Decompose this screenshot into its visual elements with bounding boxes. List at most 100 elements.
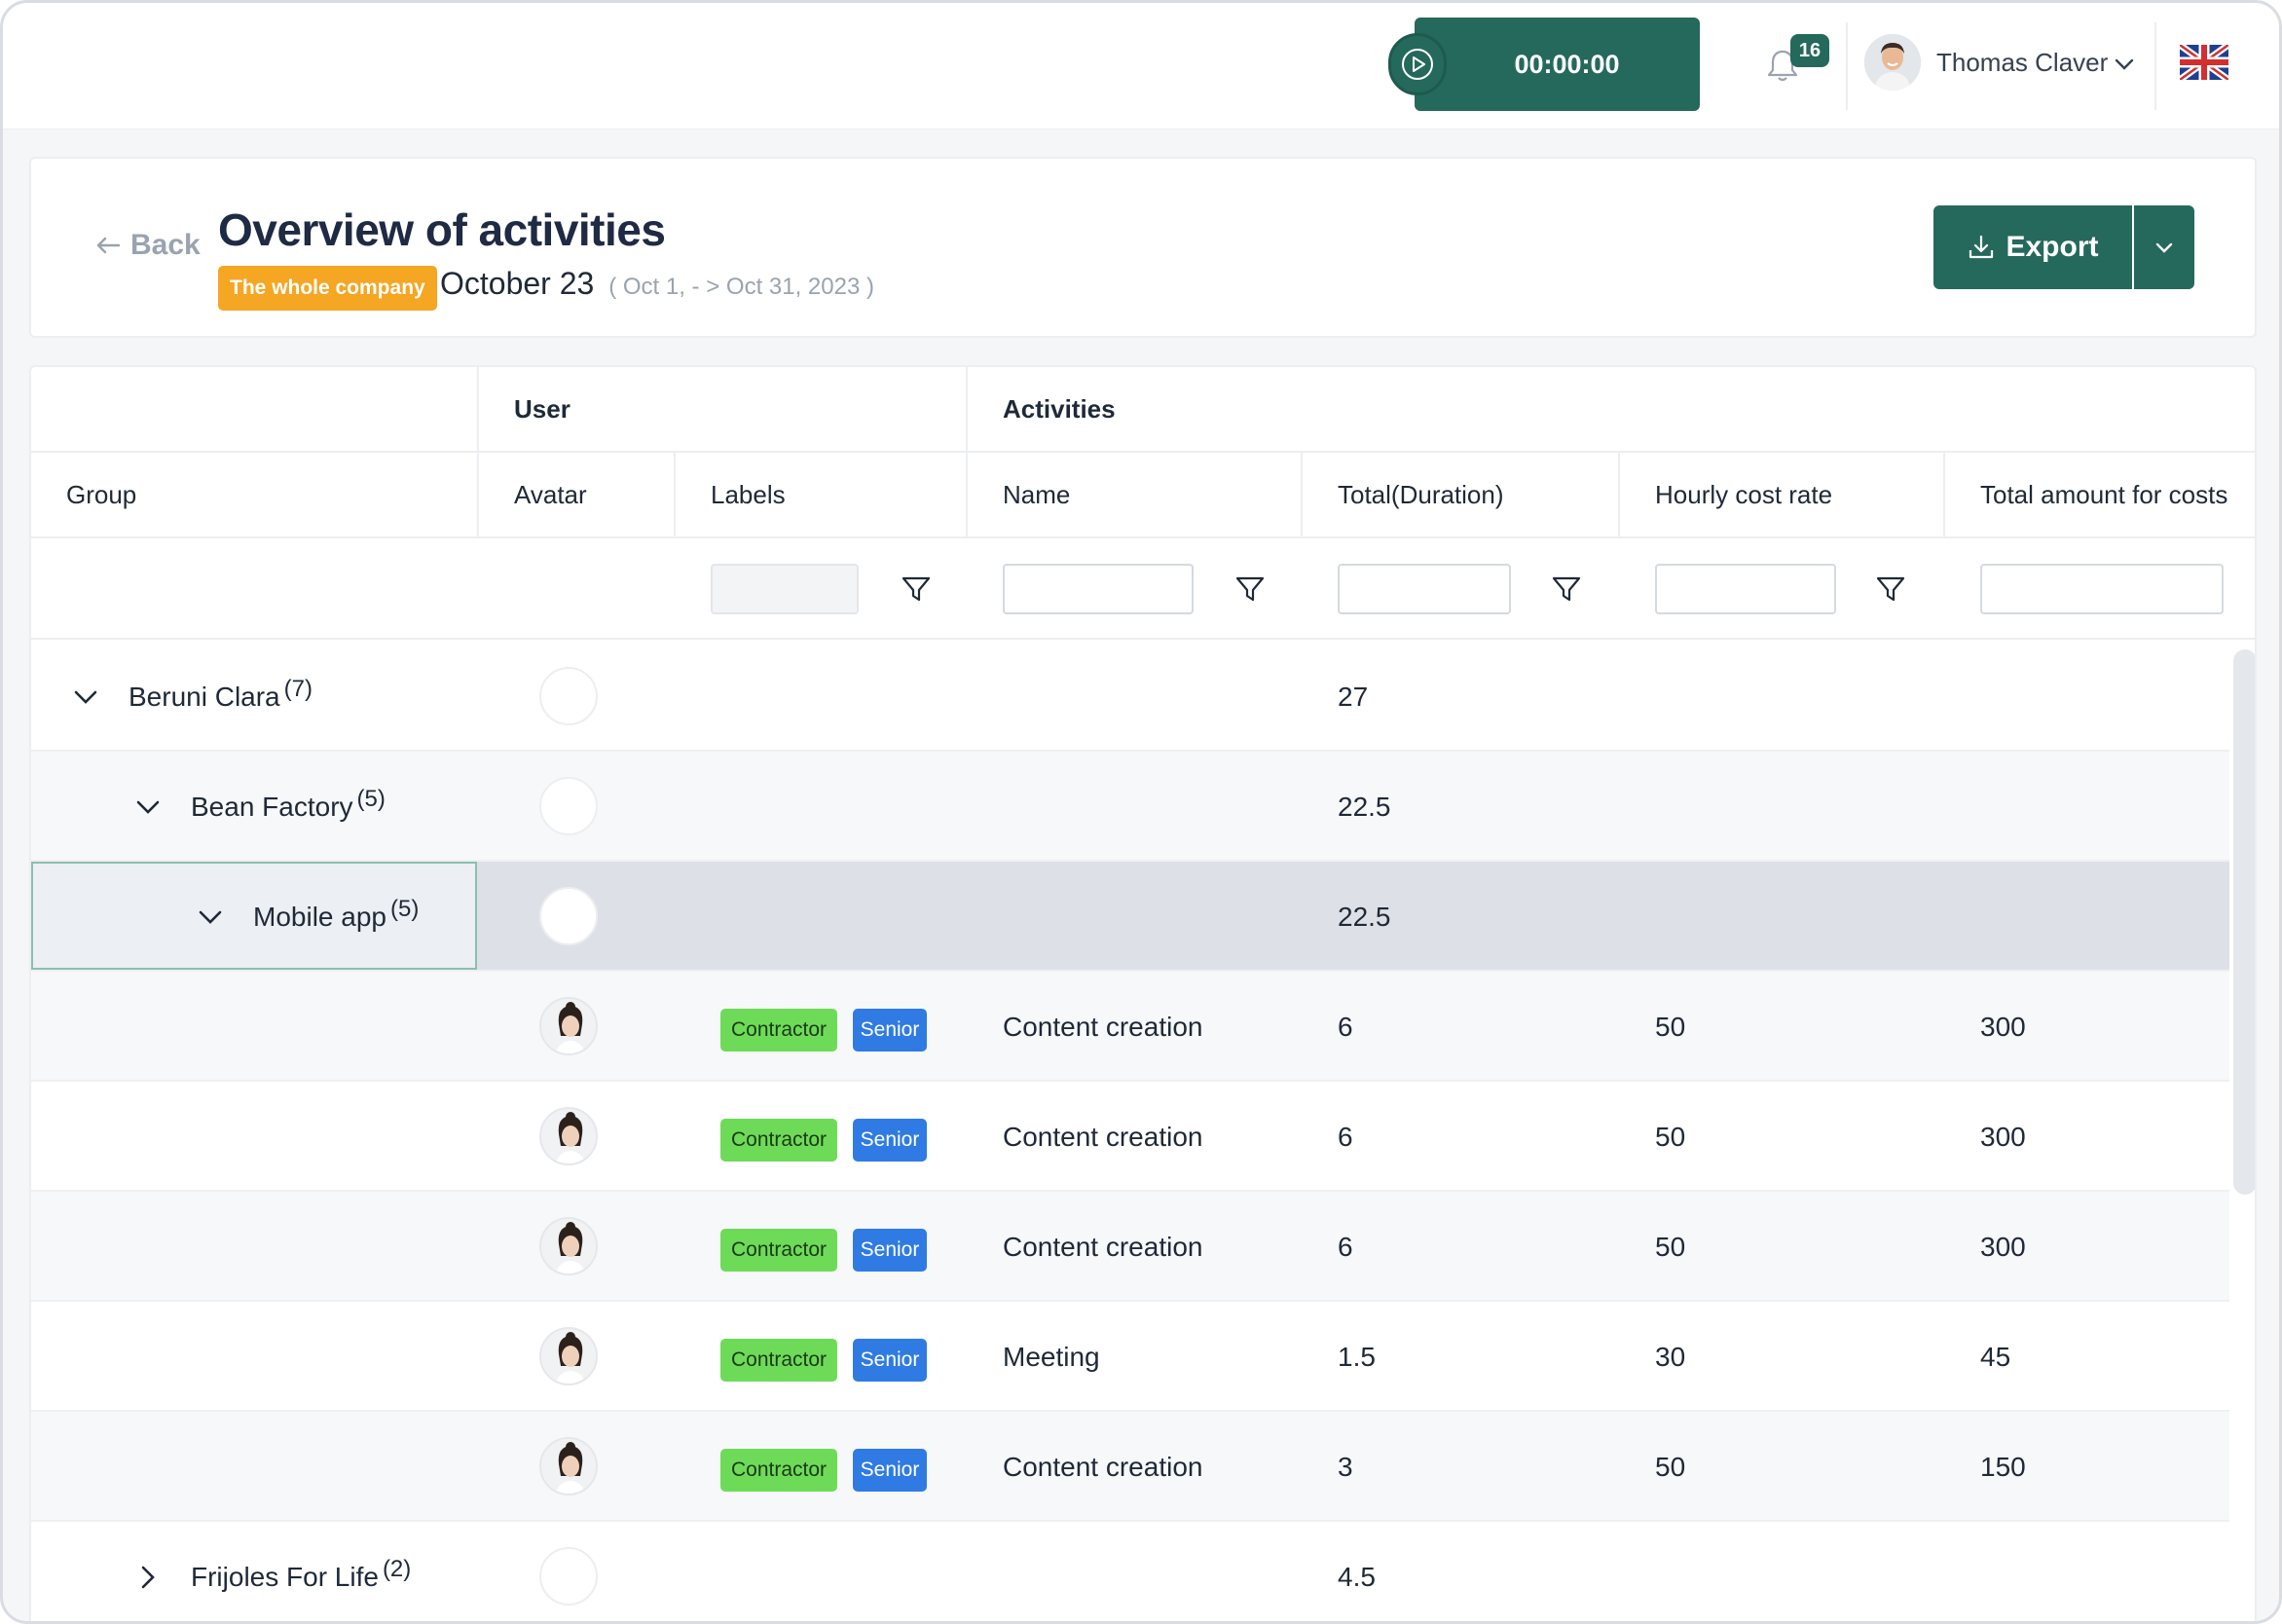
name-filter-input[interactable] xyxy=(1003,564,1194,614)
selected-cell-outline xyxy=(31,862,477,970)
person-photo-icon xyxy=(541,1329,596,1384)
group-row[interactable]: Beruni Clara (7) 27 xyxy=(31,642,2229,752)
group-count: (2) xyxy=(382,1555,412,1582)
activity-name: Content creation xyxy=(1003,1231,1203,1262)
duration-value: 3 xyxy=(1338,1451,1353,1482)
duration-value: 6 xyxy=(1338,1121,1353,1152)
export-button[interactable]: Export xyxy=(1933,205,2132,289)
page-title: Overview of activities xyxy=(218,204,666,255)
group-count: (5) xyxy=(356,785,386,812)
table-row[interactable]: Contractor Senior Content creation 6 50 … xyxy=(31,972,2229,1082)
avatar xyxy=(539,1107,598,1165)
column-header-labels[interactable]: Labels xyxy=(676,453,968,538)
column-header-hourly-cost-rate[interactable]: Hourly cost rate xyxy=(1620,453,1945,538)
chevron-down-icon[interactable] xyxy=(195,902,226,933)
column-header-group[interactable]: Group xyxy=(31,453,479,538)
timer-display[interactable]: 00:00:00 xyxy=(1415,18,1700,111)
costs-filter-input[interactable] xyxy=(1980,564,2224,614)
column-header-total-costs[interactable]: Total amount for costs xyxy=(1945,453,2255,538)
group-total-duration: 22.5 xyxy=(1338,901,1391,932)
vertical-scrollbar[interactable] xyxy=(2233,649,2255,1195)
cost-value: 45 xyxy=(1980,1341,2011,1372)
group-row-selected[interactable]: Mobile app (5) 22.5 xyxy=(31,862,2229,972)
table-row[interactable]: Contractor Senior Content creation 3 50 … xyxy=(31,1412,2229,1522)
group-cell: Mobile app (5) xyxy=(195,862,419,972)
person-photo-icon xyxy=(541,1439,596,1494)
chevron-down-icon[interactable] xyxy=(70,682,101,713)
label-tag-senior: Senior xyxy=(853,1009,927,1052)
back-label: Back xyxy=(130,229,201,261)
group-name: Mobile app xyxy=(253,901,386,932)
group-row[interactable]: Bean Factory (5) 22.5 xyxy=(31,752,2229,862)
group-cell: Beruni Clara (7) xyxy=(70,642,313,752)
group-name: Frijoles For Life xyxy=(191,1561,379,1592)
group-count: (7) xyxy=(283,675,313,702)
avatar xyxy=(539,1217,598,1275)
play-icon xyxy=(1402,49,1433,80)
uk-flag-icon[interactable] xyxy=(2180,45,2228,80)
chevron-down-icon[interactable] xyxy=(2112,52,2137,77)
table-row[interactable]: Contractor Senior Content creation 6 50 … xyxy=(31,1082,2229,1192)
user-avatar[interactable] xyxy=(1864,34,1921,91)
avatar xyxy=(539,667,598,725)
header-spacer xyxy=(31,367,479,453)
group-name: Beruni Clara xyxy=(129,681,280,712)
table-row[interactable]: Contractor Senior Content creation 6 50 … xyxy=(31,1192,2229,1302)
group-total-duration: 22.5 xyxy=(1338,791,1391,822)
activity-name: Content creation xyxy=(1003,1451,1203,1482)
avatar xyxy=(539,1437,598,1495)
rate-value: 50 xyxy=(1655,1011,1686,1042)
bell-icon[interactable] xyxy=(1763,46,1802,85)
group-cell: Bean Factory (5) xyxy=(132,752,386,862)
label-tag-senior: Senior xyxy=(853,1449,927,1492)
top-bar: 00:00:00 16 Thomas Claver xyxy=(3,3,2279,129)
rate-value: 50 xyxy=(1655,1231,1686,1262)
filter-icon[interactable] xyxy=(900,572,933,606)
user-name[interactable]: Thomas Claver xyxy=(1936,48,2109,77)
column-header-name[interactable]: Name xyxy=(968,453,1303,538)
timer-play-button[interactable] xyxy=(1388,33,1447,95)
activity-name: Meeting xyxy=(1003,1341,1100,1372)
column-header-avatar[interactable]: Avatar xyxy=(479,453,676,538)
table-row[interactable]: Contractor Senior Meeting 1.5 30 45 xyxy=(31,1302,2229,1412)
group-total-duration: 27 xyxy=(1338,681,1369,712)
group-name: Bean Factory xyxy=(191,791,353,822)
chevron-down-icon[interactable] xyxy=(132,792,164,823)
cost-value: 300 xyxy=(1980,1121,2026,1152)
divider xyxy=(2154,22,2156,110)
person-photo-icon xyxy=(541,1219,596,1273)
chevron-right-icon[interactable] xyxy=(132,1562,164,1593)
back-button[interactable]: Back xyxy=(93,229,201,262)
cost-value: 300 xyxy=(1980,1011,2026,1042)
rate-filter-input[interactable] xyxy=(1655,564,1836,614)
export-label: Export xyxy=(2006,231,2099,263)
group-total-duration: 4.5 xyxy=(1338,1561,1376,1592)
rate-value: 30 xyxy=(1655,1341,1686,1372)
label-tag-contractor: Contractor xyxy=(720,1449,837,1492)
user-photo-icon xyxy=(1864,34,1921,91)
person-photo-icon xyxy=(541,999,596,1053)
scope-badge[interactable]: The whole company xyxy=(218,266,437,311)
group-row[interactable]: Frijoles For Life (2) 4.5 xyxy=(31,1522,2229,1621)
period-label: October 23 ( Oct 1, - > Oct 31, 2023 ) xyxy=(440,266,874,302)
filter-icon[interactable] xyxy=(1550,572,1583,606)
column-header-total-duration[interactable]: Total(Duration) xyxy=(1303,453,1620,538)
duration-value: 6 xyxy=(1338,1011,1353,1042)
group-count: (5) xyxy=(389,895,420,922)
duration-filter-input[interactable] xyxy=(1338,564,1511,614)
period-range: ( Oct 1, - > Oct 31, 2023 ) xyxy=(608,274,874,300)
label-tag-senior: Senior xyxy=(853,1339,927,1382)
filter-icon[interactable] xyxy=(1874,572,1907,606)
filter-icon[interactable] xyxy=(1233,572,1267,606)
label-tag-contractor: Contractor xyxy=(720,1119,837,1162)
duration-value: 1.5 xyxy=(1338,1341,1376,1372)
filter-row xyxy=(31,538,2255,640)
download-icon xyxy=(1969,235,1994,259)
page-header: Back Overview of activities The whole co… xyxy=(29,157,2257,338)
export-options-button[interactable] xyxy=(2134,205,2194,289)
period-month: October 23 xyxy=(440,266,595,301)
label-tag-senior: Senior xyxy=(853,1229,927,1272)
rate-value: 50 xyxy=(1655,1121,1686,1152)
labels-filter-input xyxy=(711,564,859,614)
